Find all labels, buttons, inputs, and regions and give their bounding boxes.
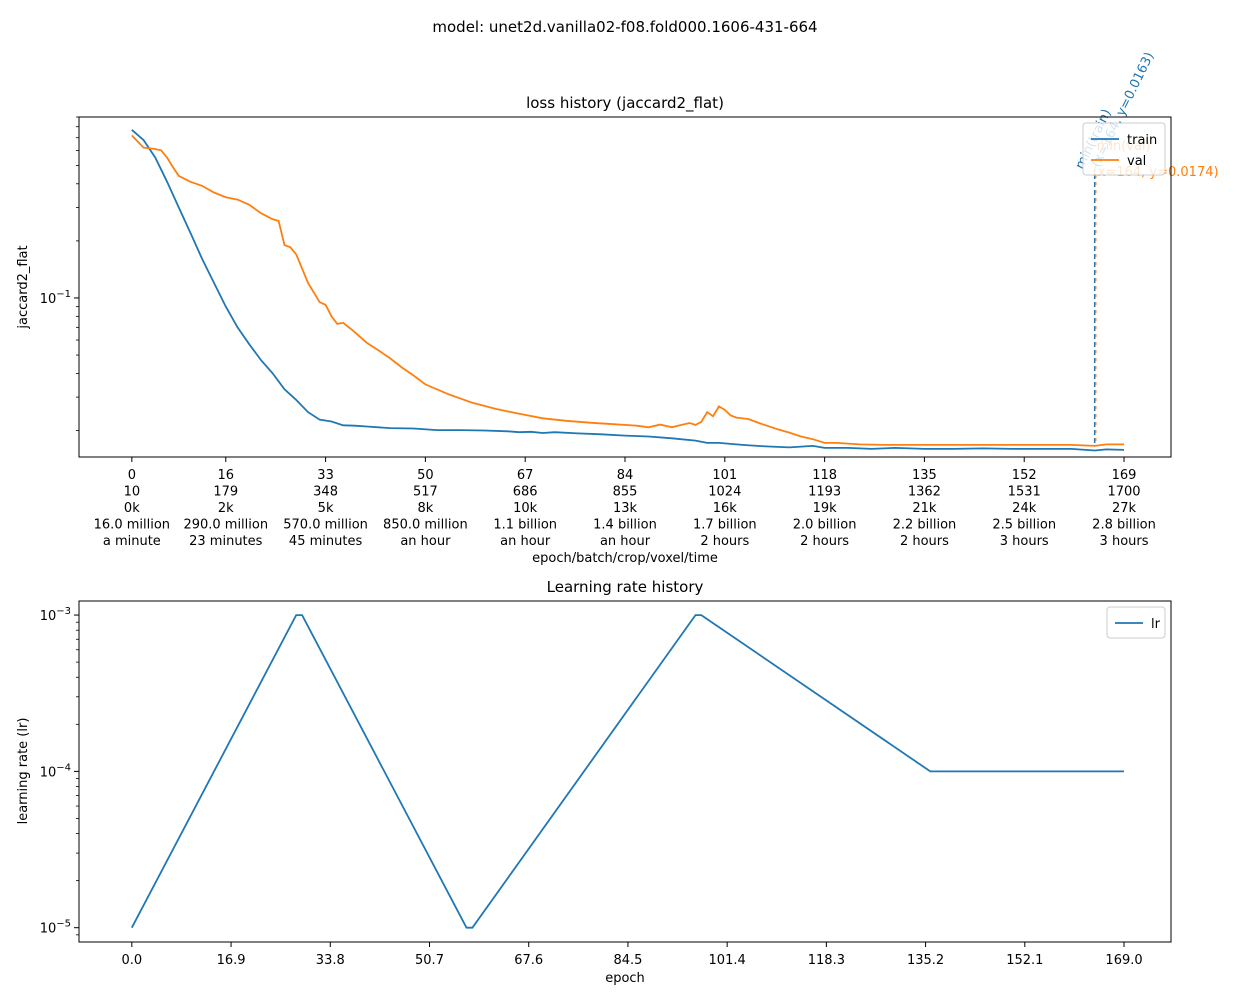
lr-series-lr-line [131, 614, 1124, 929]
lr-ytick-label-1: 10−4 [40, 762, 71, 780]
lr-chart: Learning rate history 0.0 16.9 33.8 50.7 67.… [16, 578, 1172, 986]
lr-series-group [131, 614, 1124, 929]
lr-y-ticks: 10−5 10−4 10−3 [40, 606, 79, 937]
lr-y-axis-label: learning rate (lr) [16, 718, 31, 825]
loss-ytick-label-0: 10−1 [40, 289, 71, 307]
loss-plot-frame [78, 116, 1172, 458]
lr-xtick-label-3: 50.7 [415, 953, 444, 968]
loss-xtick-label-7: 118 1193 19k 2.0 billion 2 hours [793, 468, 857, 549]
loss-xtick-label-8: 135 1362 21k 2.2 billion 2 hours [893, 468, 957, 549]
lr-chart-title: Learning rate history [547, 578, 704, 596]
lr-xtick-label-9: 152.1 [1006, 953, 1043, 968]
loss-y-axis-label: jaccard2_flat [16, 245, 31, 329]
lr-xtick-label-5: 84.5 [613, 953, 642, 968]
loss-y-ticks: 10−1 [40, 116, 79, 431]
figure-suptitle: model: unet2d.vanilla02-f08.fold000.1606… [432, 18, 817, 36]
loss-x-axis-label: epoch/batch/crop/voxel/time [532, 551, 718, 566]
loss-xtick-label-3: 50 517 8k 850.0 million an hour [383, 468, 468, 549]
lr-xtick-label-4: 67.6 [514, 953, 543, 968]
lr-x-axis-label: epoch [605, 971, 645, 986]
lr-ytick-label-0: 10−5 [40, 919, 71, 937]
loss-xtick-label-0: 0 10 0k 16.0 million a minute [94, 468, 170, 549]
loss-xtick-label-6: 101 1024 16k 1.7 billion 2 hours [693, 468, 757, 549]
loss-xtick-label-5: 84 855 13k 1.4 billion an hour [593, 468, 657, 549]
lr-x-ticks: 0.0 16.9 33.8 50.7 67.6 84.5 101.4 118.3 135.2 15… [121, 942, 1143, 968]
loss-xtick-label-2: 33 348 5k 570.0 million 45 minutes [283, 468, 368, 549]
loss-legend-box [1082, 122, 1166, 176]
lr-xtick-label-2: 33.8 [316, 953, 345, 968]
loss-xtick-label-4: 67 686 10k 1.1 billion an hour [493, 468, 557, 549]
loss-series-group [131, 129, 1125, 452]
loss-xtick-label-10: 169 1700 27k 2.8 billion 3 hours [1092, 468, 1156, 549]
loss-legend-label-val: val [1127, 154, 1146, 169]
loss-annotations: min(train)(x=164, y=0.0163)min(val)(x=16… [1073, 50, 1219, 443]
lr-xtick-label-10: 169.0 [1105, 953, 1142, 968]
loss-xtick-label-9: 152 1531 24k 2.5 billion 3 hours [992, 468, 1056, 549]
loss-legend: train val [1082, 122, 1166, 176]
lr-xtick-label-0: 0.0 [121, 953, 142, 968]
lr-xtick-label-7: 118.3 [808, 953, 845, 968]
lr-legend-label-lr: lr [1151, 617, 1161, 632]
loss-series-val-line [131, 134, 1124, 447]
loss-chart-title: loss history (jaccard2_flat) [526, 94, 724, 113]
lr-xtick-label-8: 135.2 [907, 953, 944, 968]
lr-ytick-label-2: 10−3 [40, 606, 71, 624]
loss-xtick-label-1: 16 179 2k 290.0 million 23 minutes [183, 468, 268, 549]
lr-legend: lr [1106, 606, 1166, 639]
loss-series-train-line [131, 129, 1125, 452]
loss-chart: loss history (jaccard2_flat) min(train)(… [16, 50, 1219, 566]
lr-xtick-label-6: 101.4 [709, 953, 746, 968]
lr-xtick-label-1: 16.9 [217, 953, 246, 968]
loss-legend-label-train: train [1127, 133, 1157, 148]
